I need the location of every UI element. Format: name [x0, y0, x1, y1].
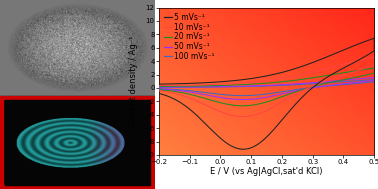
Bar [0, 0, 155, 96]
X-axis label: E / V (vs Ag|AgCl,sat'd KCl): E / V (vs Ag|AgCl,sat'd KCl) [210, 167, 323, 176]
Bar [2, 98, 153, 187]
Legend: 5 mVs⁻¹, 10 mVs⁻¹, 20 mVs⁻¹, 50 mVs⁻¹, 100 mVs⁻¹: 5 mVs⁻¹, 10 mVs⁻¹, 20 mVs⁻¹, 50 mVs⁻¹, 1… [163, 11, 216, 63]
Y-axis label: Current density / Ag⁻¹: Current density / Ag⁻¹ [129, 35, 138, 128]
Bar [5, 100, 150, 185]
Bar [0, 96, 155, 189]
